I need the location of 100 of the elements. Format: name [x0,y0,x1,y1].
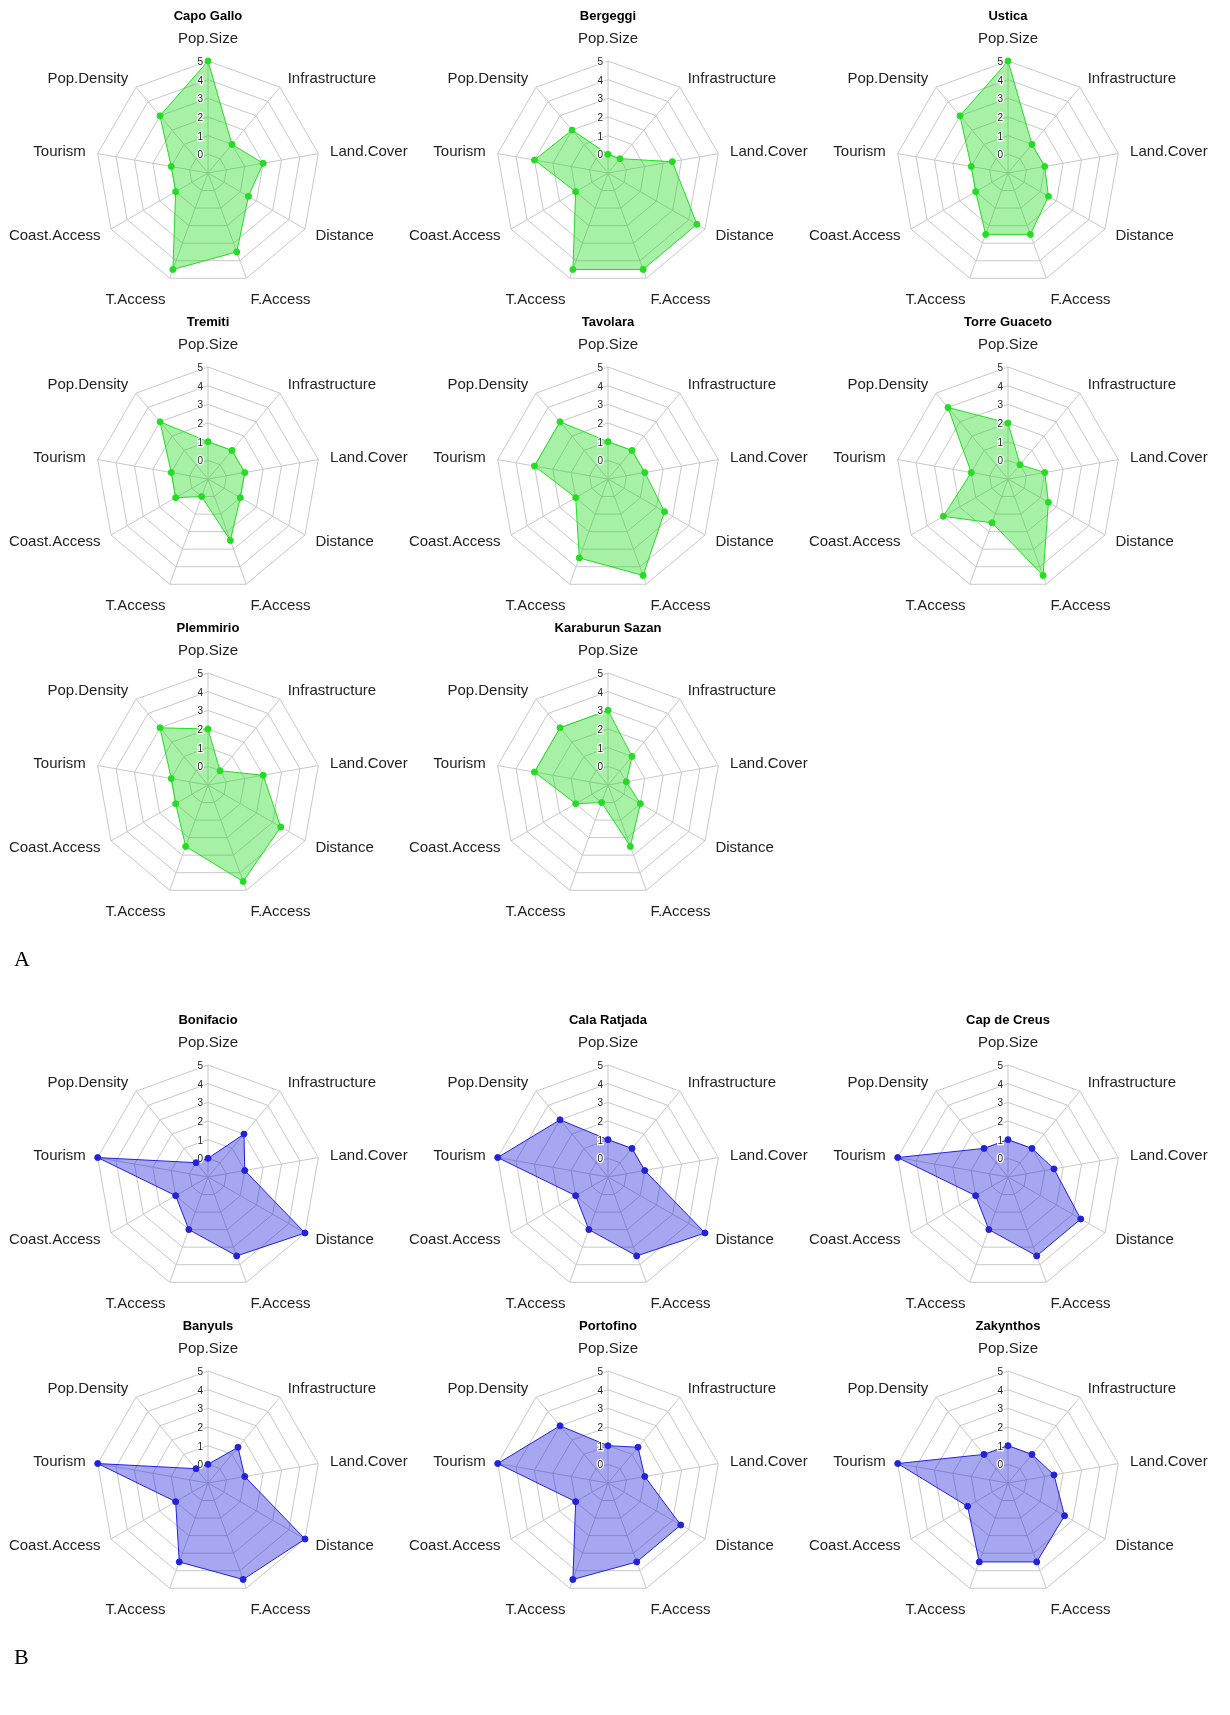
spoke-label: Pop.Density [847,1073,929,1091]
spoke-label: Pop.Size [177,29,239,46]
spoke-label: Pop.Density [447,1379,529,1397]
y-tick-label: 3 [197,705,204,717]
y-tick-label: 2 [197,724,204,735]
y-tick-label: 3 [197,93,204,105]
spoke-label: Tourism [433,142,486,160]
y-tick-label: 0 [597,1153,604,1165]
y-tick-label: 1 [197,742,204,754]
spoke-label: Distance [1115,532,1174,549]
spoke-label: Infrastructure [287,1073,377,1091]
chart-title: Cala Ratjada [567,1012,648,1028]
spoke-label: Pop.Size [977,29,1039,46]
spoke-label: Land.Cover [330,1146,408,1164]
spoke-label: T.Access [505,289,566,307]
chart-title: Karaburun Sazan [553,620,663,636]
y-tick-label: 2 [197,418,204,429]
spoke-label: Tourism [833,142,886,160]
spoke-label: Pop.Density [47,1379,129,1397]
spoke-label: T.Access [905,595,966,613]
spoke-label: Tourism [833,1146,886,1164]
spoke-label: T.Access [905,1599,966,1617]
spoke-label: F.Access [1050,289,1111,307]
spoke-label: Coast.Access [8,1536,101,1553]
spoke-label: Distance [715,532,774,549]
spoke-label: Distance [715,838,774,855]
y-tick-label: 5 [597,56,604,67]
spoke-label: Pop.Density [47,681,129,699]
y-tick-label: 1 [997,436,1004,448]
spoke-label: Tourism [33,1146,86,1164]
y-tick-label: 3 [197,1097,204,1109]
spoke-label: Distance [1115,1536,1174,1553]
chart-title: Torre Guaceto [963,314,1053,330]
spoke-label: Infrastructure [1087,1379,1177,1397]
y-tick-label: 2 [197,1116,204,1127]
chart-title: Zakynthos [974,1318,1042,1334]
spoke-label: Pop.Size [577,1339,639,1356]
spoke-label: Pop.Density [847,1379,929,1397]
spoke-label: Land.Cover [330,1452,408,1470]
y-tick-label: 3 [597,1403,604,1415]
y-tick-label: 5 [197,1366,204,1377]
spoke-label: Infrastructure [687,1073,777,1091]
spoke-label: Pop.Size [577,29,639,46]
y-tick-label: 1 [997,1134,1004,1146]
spoke-label: Tourism [433,754,486,772]
y-tick-label: 3 [997,1097,1004,1109]
y-tick-label: 2 [197,1422,204,1433]
spoke-label: Land.Cover [1130,448,1208,466]
spoke-label: Coast.Access [808,226,901,243]
y-tick-label: 4 [197,380,204,392]
y-tick-label: 1 [597,742,604,754]
spoke-label: Pop.Density [847,375,929,393]
spoke-label: T.Access [905,289,966,307]
y-tick-label: 1 [597,436,604,448]
spoke-label: Pop.Density [47,69,129,87]
y-tick-label: 5 [997,56,1004,67]
spoke-label: Land.Cover [330,142,408,160]
spoke-label: Distance [315,1536,374,1553]
spoke-label: Pop.Size [977,1339,1039,1356]
spoke-label: Infrastructure [287,681,377,699]
y-tick-label: 1 [997,1440,1004,1452]
y-tick-label: 4 [597,1078,604,1090]
y-tick-label: 2 [197,112,204,123]
y-tick-label: 4 [597,1384,604,1396]
y-tick-label: 1 [597,1440,604,1452]
spoke-label: Pop.Density [447,69,529,87]
y-tick-label: 0 [997,149,1004,161]
spoke-label: Infrastructure [687,681,777,699]
chart-title: Cap de Creus [965,1012,1051,1028]
y-tick-label: 4 [997,74,1004,86]
spoke-label: Distance [715,1536,774,1553]
y-tick-label: 5 [997,1366,1004,1377]
y-tick-label: 1 [597,1134,604,1146]
spoke-label: Coast.Access [808,1230,901,1247]
y-tick-label: 5 [597,362,604,373]
spoke-label: Coast.Access [8,1230,101,1247]
chart-title: Bergeggi [578,8,638,24]
y-tick-label: 4 [997,380,1004,392]
spoke-label: Land.Cover [730,754,808,772]
text: A [14,946,30,971]
chart-title: Capo Gallo [172,8,244,24]
y-tick-label: 0 [597,761,604,773]
y-tick-label: 3 [597,93,604,105]
spoke-label: Coast.Access [408,1536,501,1553]
spoke-label: Pop.Density [447,1073,529,1091]
spoke-label: Pop.Size [577,1033,639,1050]
spoke-label: Infrastructure [287,375,377,393]
y-tick-label: 3 [597,399,604,411]
spoke-label: F.Access [250,289,311,307]
spoke-label: T.Access [105,289,166,307]
spoke-label: Coast.Access [408,838,501,855]
spoke-label: Tourism [33,142,86,160]
spoke-label: Land.Cover [1130,1146,1208,1164]
spoke-label: Coast.Access [8,226,101,243]
spoke-label: Land.Cover [1130,142,1208,160]
spoke-label: Distance [315,1230,374,1247]
spoke-label: T.Access [105,901,166,919]
spoke-label: T.Access [905,1293,966,1311]
spoke-label: Pop.Density [447,681,529,699]
y-tick-label: 1 [197,436,204,448]
